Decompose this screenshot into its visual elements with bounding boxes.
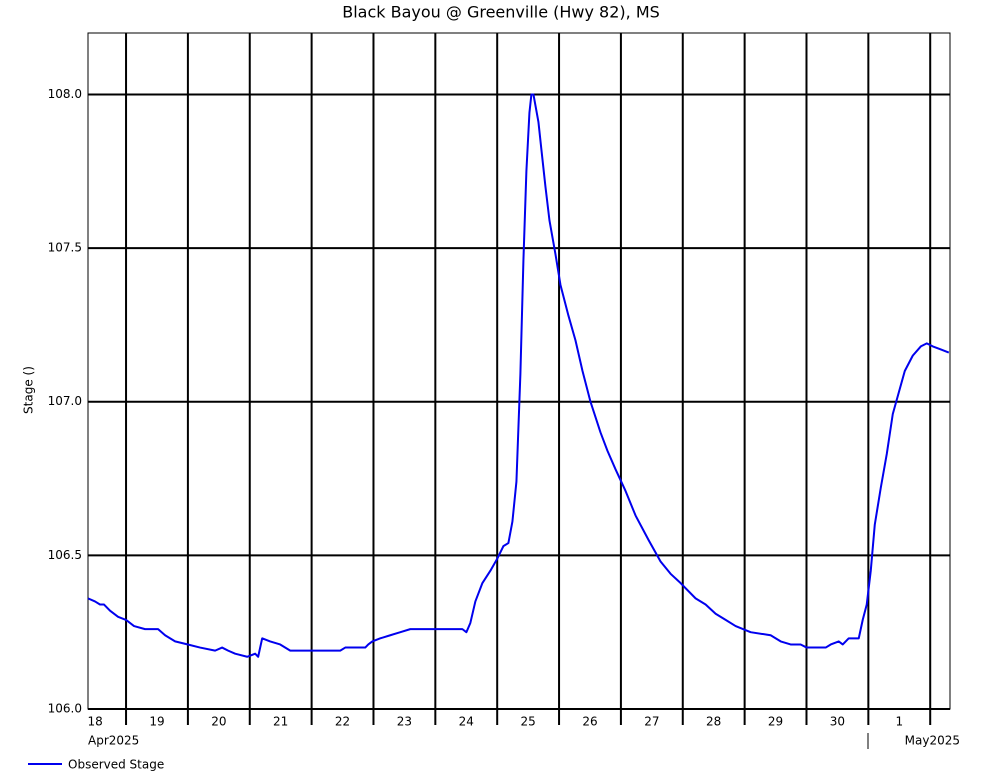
y-tick-label: 106.5	[48, 548, 82, 562]
x-tick-label: 29	[768, 715, 783, 729]
y-tick-label: 107.5	[48, 241, 82, 255]
x-tick-label: 20	[211, 715, 226, 729]
month-label: Apr2025	[88, 734, 139, 748]
month-label: May2025	[905, 734, 960, 748]
x-tick-label: 23	[397, 715, 412, 729]
x-tick-label: 19	[149, 715, 164, 729]
legend-label: Observed Stage	[68, 758, 164, 772]
x-tick-label: 30	[830, 715, 845, 729]
x-tick-label: 24	[459, 715, 474, 729]
y-tick-label: 108.0	[48, 87, 82, 101]
x-tick-label: 22	[335, 715, 350, 729]
x-tick-label: 26	[582, 715, 597, 729]
data-line	[87, 93, 950, 658]
x-tick-label: 21	[273, 715, 288, 729]
x-tick-label: 28	[706, 715, 721, 729]
y-tick-label: 106.0	[48, 702, 82, 716]
chart-title: Black Bayou @ Greenville (Hwy 82), MS	[342, 3, 660, 22]
plot-frame	[87, 32, 951, 710]
x-tick-label: 18	[87, 715, 102, 729]
y-tick-label: 107.0	[48, 394, 82, 408]
x-tick-label: 1	[895, 715, 903, 729]
x-tick-label: 27	[644, 715, 659, 729]
y-axis-label: Stage ()	[22, 366, 36, 414]
x-tick-label: 25	[520, 715, 535, 729]
